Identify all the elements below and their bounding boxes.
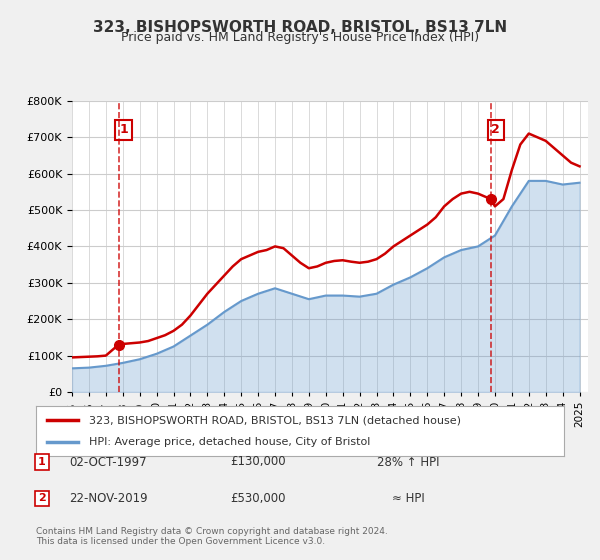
Text: 02-OCT-1997: 02-OCT-1997 xyxy=(69,455,147,469)
Text: 323, BISHOPSWORTH ROAD, BRISTOL, BS13 7LN: 323, BISHOPSWORTH ROAD, BRISTOL, BS13 7L… xyxy=(93,20,507,35)
Text: 2: 2 xyxy=(491,123,500,137)
Text: HPI: Average price, detached house, City of Bristol: HPI: Average price, detached house, City… xyxy=(89,437,370,447)
Text: Price paid vs. HM Land Registry's House Price Index (HPI): Price paid vs. HM Land Registry's House … xyxy=(121,31,479,44)
Text: 2: 2 xyxy=(38,493,46,503)
Text: 22-NOV-2019: 22-NOV-2019 xyxy=(68,492,148,505)
Text: Contains HM Land Registry data © Crown copyright and database right 2024.
This d: Contains HM Land Registry data © Crown c… xyxy=(36,526,388,546)
Text: £530,000: £530,000 xyxy=(230,492,286,505)
Text: £130,000: £130,000 xyxy=(230,455,286,469)
Text: 1: 1 xyxy=(119,123,128,137)
Text: 28% ↑ HPI: 28% ↑ HPI xyxy=(377,455,439,469)
Text: 323, BISHOPSWORTH ROAD, BRISTOL, BS13 7LN (detached house): 323, BISHOPSWORTH ROAD, BRISTOL, BS13 7L… xyxy=(89,415,461,425)
Text: ≈ HPI: ≈ HPI xyxy=(392,492,424,505)
Text: 1: 1 xyxy=(38,457,46,467)
